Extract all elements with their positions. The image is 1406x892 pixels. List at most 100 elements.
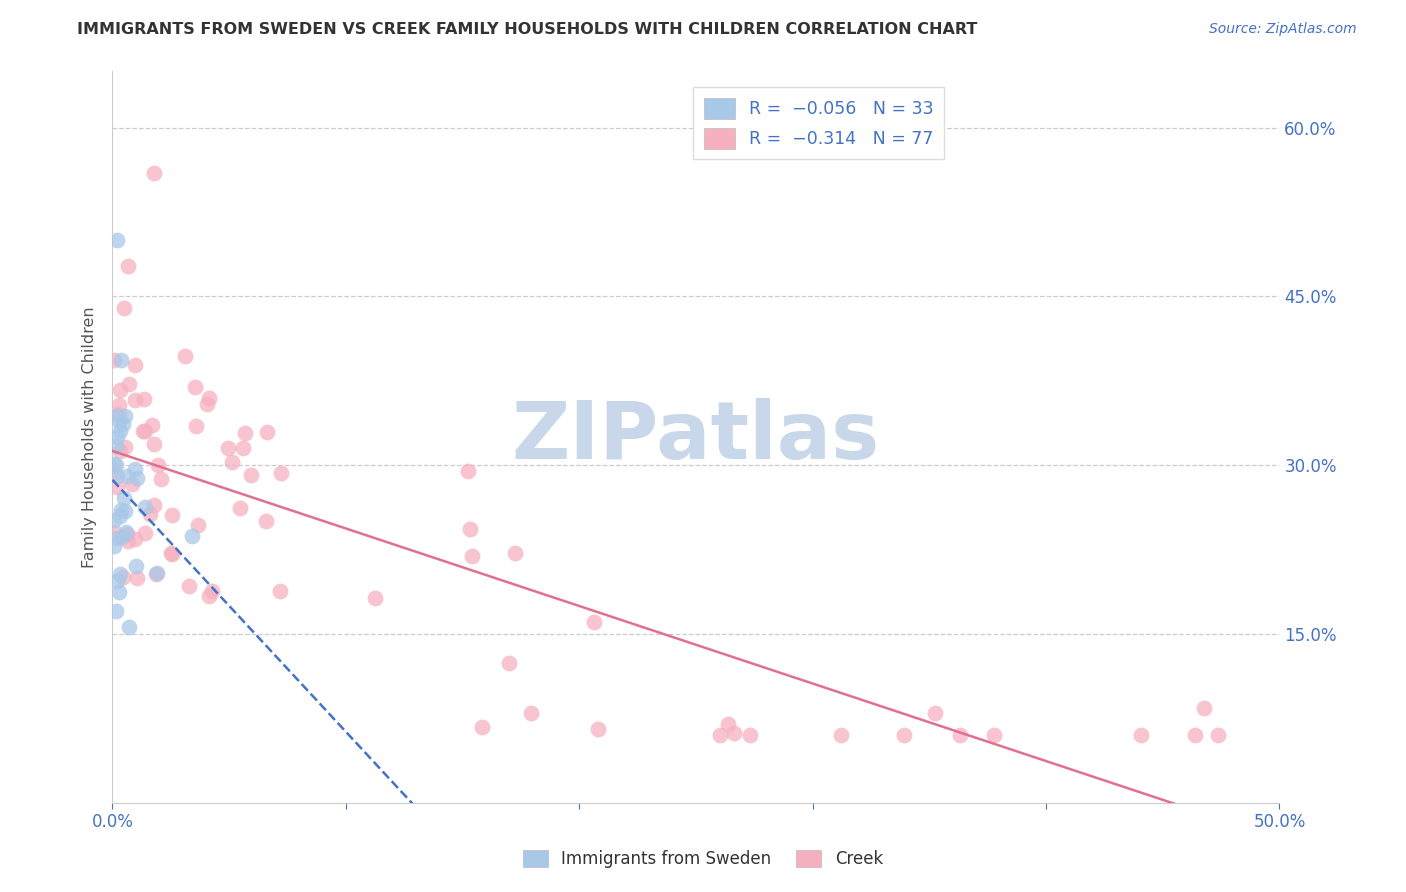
Point [115, 469, 138, 483]
Point [1129, 728, 1152, 742]
Point [112, 491, 135, 505]
Point [143, 166, 166, 180]
Point [132, 392, 155, 406]
Point [124, 358, 146, 372]
Point [187, 517, 209, 532]
Point [103, 525, 125, 540]
Point [1184, 728, 1206, 742]
Point [363, 591, 385, 605]
Point [184, 419, 207, 434]
Point [105, 458, 128, 472]
Point [110, 503, 132, 517]
Point [893, 728, 915, 742]
Legend: Immigrants from Sweden, Creek: Immigrants from Sweden, Creek [516, 843, 890, 875]
Point [108, 566, 131, 581]
Point [112, 301, 135, 315]
Point [588, 723, 610, 737]
Point [105, 532, 128, 546]
Text: IMMIGRANTS FROM SWEDEN VS CREEK FAMILY HOUSEHOLDS WITH CHILDREN CORRELATION CHAR: IMMIGRANTS FROM SWEDEN VS CREEK FAMILY H… [77, 22, 977, 37]
Point [717, 716, 740, 731]
Point [146, 458, 169, 472]
Point [738, 728, 761, 742]
Point [115, 525, 138, 540]
Point [108, 414, 131, 428]
Point [142, 498, 165, 512]
Point [108, 383, 131, 397]
Point [197, 589, 219, 603]
Point [217, 441, 239, 455]
Point [114, 504, 136, 518]
Point [108, 398, 131, 412]
Point [174, 349, 197, 363]
Point [180, 529, 202, 543]
Point [139, 508, 162, 522]
Point [269, 584, 291, 599]
Point [124, 532, 146, 546]
Point [111, 570, 134, 584]
Point [124, 392, 146, 407]
Point [143, 437, 166, 451]
Point [520, 706, 543, 720]
Point [110, 352, 132, 367]
Point [114, 409, 136, 423]
Point [111, 530, 134, 544]
Text: Source: ZipAtlas.com: Source: ZipAtlas.com [1209, 22, 1357, 37]
Point [125, 558, 148, 573]
Point [270, 466, 292, 480]
Point [183, 380, 205, 394]
Point [461, 549, 484, 564]
Point [105, 233, 128, 247]
Point [125, 470, 148, 484]
Point [108, 508, 131, 523]
Point [134, 500, 156, 514]
Legend: R =  −0.056   N = 33, R =  −0.314   N = 77: R = −0.056 N = 33, R = −0.314 N = 77 [693, 87, 943, 160]
Point [233, 425, 256, 440]
Point [177, 579, 200, 593]
Point [723, 726, 745, 740]
Point [924, 706, 946, 721]
Point [232, 441, 254, 455]
Point [108, 425, 131, 439]
Point [197, 397, 219, 411]
Point [107, 469, 129, 483]
Point [134, 525, 156, 540]
Point [114, 440, 136, 454]
Point [103, 513, 125, 527]
Point [160, 547, 183, 561]
Point [118, 620, 141, 634]
Point [105, 604, 128, 618]
Point [103, 466, 125, 480]
Point [256, 425, 278, 439]
Point [160, 546, 183, 560]
Point [117, 259, 139, 273]
Point [221, 455, 243, 469]
Point [471, 720, 494, 734]
Point [103, 353, 125, 368]
Point [503, 546, 526, 560]
Point [830, 728, 852, 742]
Point [160, 508, 183, 523]
Point [121, 477, 143, 491]
Point [105, 480, 128, 494]
Point [108, 444, 131, 458]
Point [983, 728, 1005, 742]
Point [145, 567, 167, 582]
Point [583, 615, 606, 629]
Point [108, 407, 131, 421]
Point [949, 728, 972, 742]
Point [229, 500, 252, 515]
Point [240, 467, 263, 482]
Point [1208, 728, 1230, 742]
Point [254, 515, 277, 529]
Point [115, 527, 138, 541]
Point [103, 457, 125, 471]
Point [149, 472, 172, 486]
Point [107, 574, 129, 588]
Point [498, 657, 520, 671]
Point [198, 391, 221, 405]
Point [118, 377, 141, 392]
Point [117, 534, 139, 549]
Point [105, 438, 128, 452]
Point [105, 409, 128, 424]
Point [458, 522, 481, 536]
